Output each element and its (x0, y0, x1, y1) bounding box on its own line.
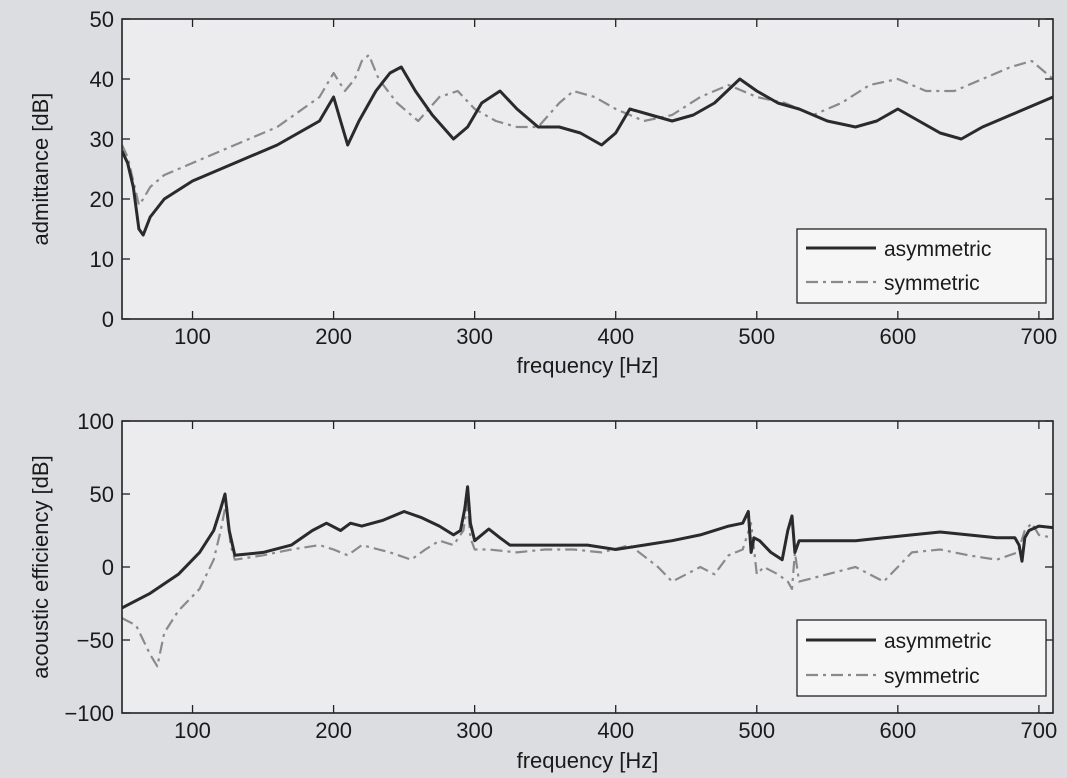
efficiency-y-tick-label: 50 (90, 482, 114, 507)
admittance-y-tick-label: 20 (90, 187, 114, 212)
admittance-plot-frame (121, 18, 1054, 320)
efficiency-x-tick-label: 600 (879, 718, 916, 743)
efficiency-y-tick-label: −100 (64, 701, 114, 726)
admittance-series-layer (122, 53, 1053, 237)
efficiency-plot-frame (121, 420, 1054, 714)
efficiency-ticks: 100 200 300 400 500 600 700 −100 −50 0 50 100 (64, 409, 1057, 743)
efficiency-x-tick-label: 100 (174, 718, 211, 743)
admittance-x-axis-label: frequency [Hz] (517, 353, 659, 378)
admittance-x-tick-label: 400 (597, 324, 634, 349)
efficiency-x-tick-label: 300 (456, 718, 493, 743)
admittance-ticks: 100 200 300 400 500 600 700 0 10 20 30 40 50 (90, 7, 1058, 349)
admittance-y-tick-label: 50 (90, 7, 114, 32)
efficiency-y-axis-label: acoustic efficiency [dB] (28, 455, 53, 678)
admittance-x-tick-label: 200 (315, 324, 352, 349)
efficiency-x-tick-label: 200 (315, 718, 352, 743)
admittance-x-tick-label: 700 (1021, 324, 1058, 349)
admittance-y-tick-label: 30 (90, 127, 114, 152)
admittance-y-tick-label: 10 (90, 247, 114, 272)
admittance-y-tick-label: 40 (90, 67, 114, 92)
efficiency-series-layer (122, 485, 1053, 668)
admittance-series-symmetric (122, 53, 1053, 207)
efficiency-legend: asymmetric symmetric (796, 619, 1047, 697)
admittance-series-asymmetric (122, 65, 1053, 237)
efficiency-y-tick-label: 100 (77, 409, 114, 434)
admittance-legend-label-symmetric: symmetric (884, 272, 980, 295)
efficiency-legend-label-symmetric: symmetric (884, 665, 980, 688)
efficiency-y-tick-label: −50 (77, 628, 114, 653)
admittance-x-tick-label: 100 (174, 324, 211, 349)
admittance-legend-label-asymmetric: asymmetric (884, 238, 991, 261)
efficiency-legend-label-asymmetric: asymmetric (884, 630, 991, 653)
admittance-chart: 100 200 300 400 500 600 700 0 10 20 30 40 50 frequen… (28, 7, 1057, 378)
admittance-legend-box (796, 228, 1047, 304)
efficiency-series-asymmetric (122, 485, 1053, 610)
admittance-legend: asymmetric symmetric (796, 228, 1047, 304)
admittance-x-tick-label: 500 (738, 324, 775, 349)
efficiency-x-tick-label: 700 (1021, 718, 1058, 743)
admittance-x-tick-label: 300 (456, 324, 493, 349)
efficiency-legend-box (796, 619, 1047, 697)
acoustic-efficiency-chart: 100 200 300 400 500 600 700 −100 −50 0 50 100 frequ… (28, 409, 1057, 773)
admittance-y-tick-label: 0 (102, 307, 114, 332)
admittance-x-tick-label: 600 (879, 324, 916, 349)
efficiency-x-tick-label: 500 (738, 718, 775, 743)
admittance-y-axis-label: admittance [dB] (28, 93, 53, 246)
efficiency-x-axis-label: frequency [Hz] (517, 748, 659, 773)
efficiency-y-tick-label: 0 (102, 555, 114, 580)
efficiency-x-tick-label: 400 (597, 718, 634, 743)
